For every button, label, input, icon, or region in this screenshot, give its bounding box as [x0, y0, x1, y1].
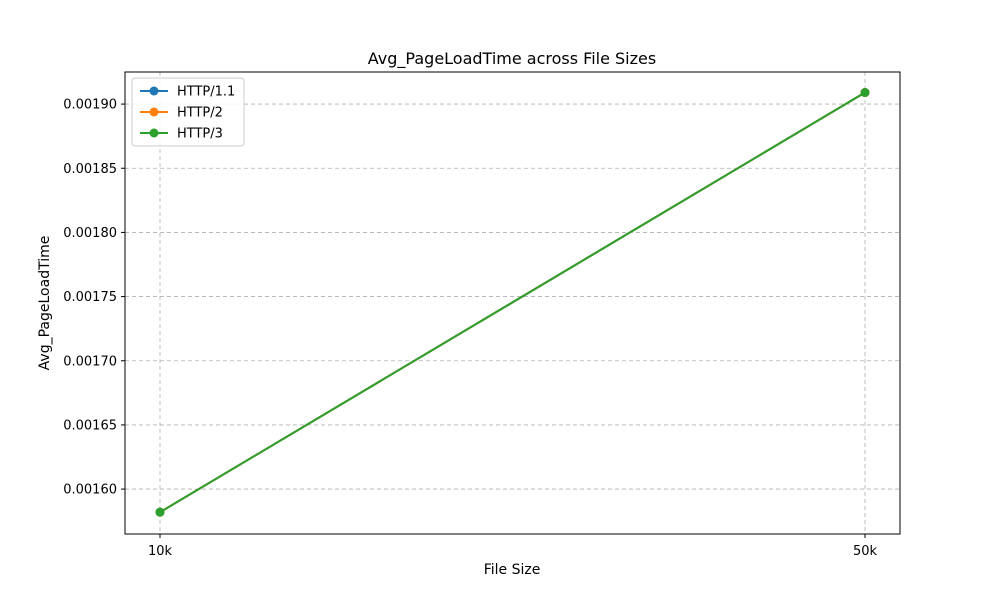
legend-label: HTTP/1.1 [177, 85, 235, 100]
legend-marker [149, 107, 159, 117]
series-layer [155, 88, 870, 517]
chart-title: Avg_PageLoadTime across File Sizes [368, 49, 656, 69]
legend-label: HTTP/2 [177, 106, 223, 121]
y-axis-label: Avg_PageLoadTime [37, 236, 53, 371]
y-tick-label: 0.00185 [63, 162, 117, 177]
y-tick-label: 0.00180 [63, 226, 117, 241]
data-point [860, 88, 870, 98]
legend-marker [149, 128, 159, 138]
tick-layer: 0.00160 0.00165 0.00170 0.00175 0.00180 0.001… [63, 98, 877, 559]
y-tick-label: 0.00165 [63, 418, 117, 433]
grid-layer [125, 72, 900, 534]
series-line [159, 91, 866, 514]
x-tick-label: 50k [853, 544, 878, 559]
data-point [155, 507, 165, 517]
y-tick-label: 0.00170 [63, 354, 117, 369]
legend-box [131, 77, 245, 147]
x-axis-label: File Size [484, 562, 541, 578]
x-tick-label: 10k [148, 544, 173, 559]
y-tick-label: 0.00190 [63, 98, 117, 113]
legend-marker [149, 86, 159, 96]
legend: HTTP/1.1 HTTP/2 HTTP/3 [131, 77, 245, 147]
y-tick-label: 0.00160 [63, 483, 117, 498]
legend-label: HTTP/3 [177, 127, 223, 142]
y-tick-label: 0.00175 [63, 290, 117, 305]
plot-frame [124, 71, 901, 535]
